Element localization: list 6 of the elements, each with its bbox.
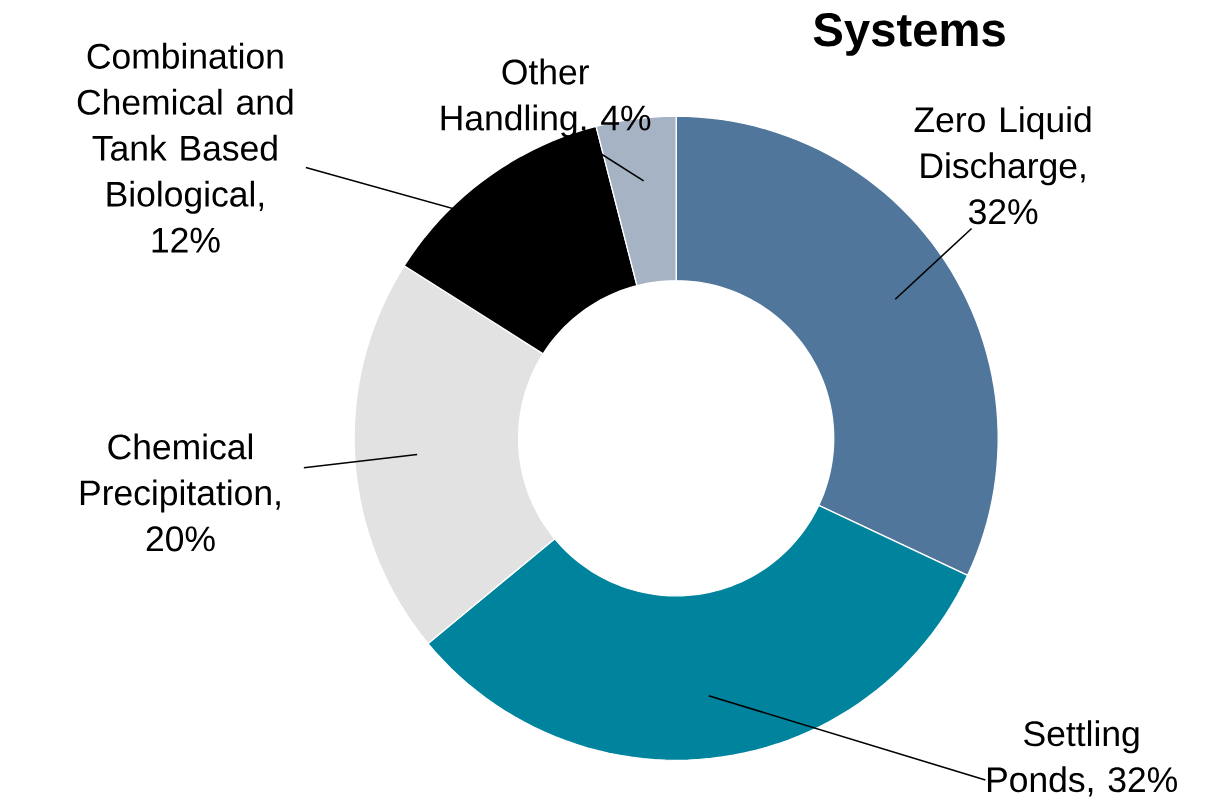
slice-label: Combination Chemical and Tank Based Biological, 12% — [77, 43, 293, 253]
slice-label: Zero Liquid Discharge, 32% — [914, 106, 1091, 225]
slice-label: Other Handling, 4% — [441, 58, 651, 138]
slice-label: Settling Ponds, 32% — [987, 720, 1177, 797]
slice-label: Chemical Precipitation, 20% — [80, 433, 280, 552]
chart-title: Systems — [813, 13, 1005, 57]
